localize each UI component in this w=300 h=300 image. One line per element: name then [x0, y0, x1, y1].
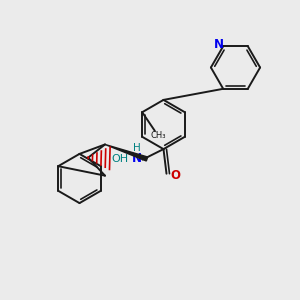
Text: OH: OH	[112, 154, 129, 164]
Text: O: O	[170, 169, 181, 182]
Text: N: N	[214, 38, 224, 51]
Text: CH₃: CH₃	[151, 131, 166, 140]
Text: N: N	[132, 152, 142, 165]
Text: H: H	[133, 143, 141, 153]
Polygon shape	[105, 144, 148, 161]
